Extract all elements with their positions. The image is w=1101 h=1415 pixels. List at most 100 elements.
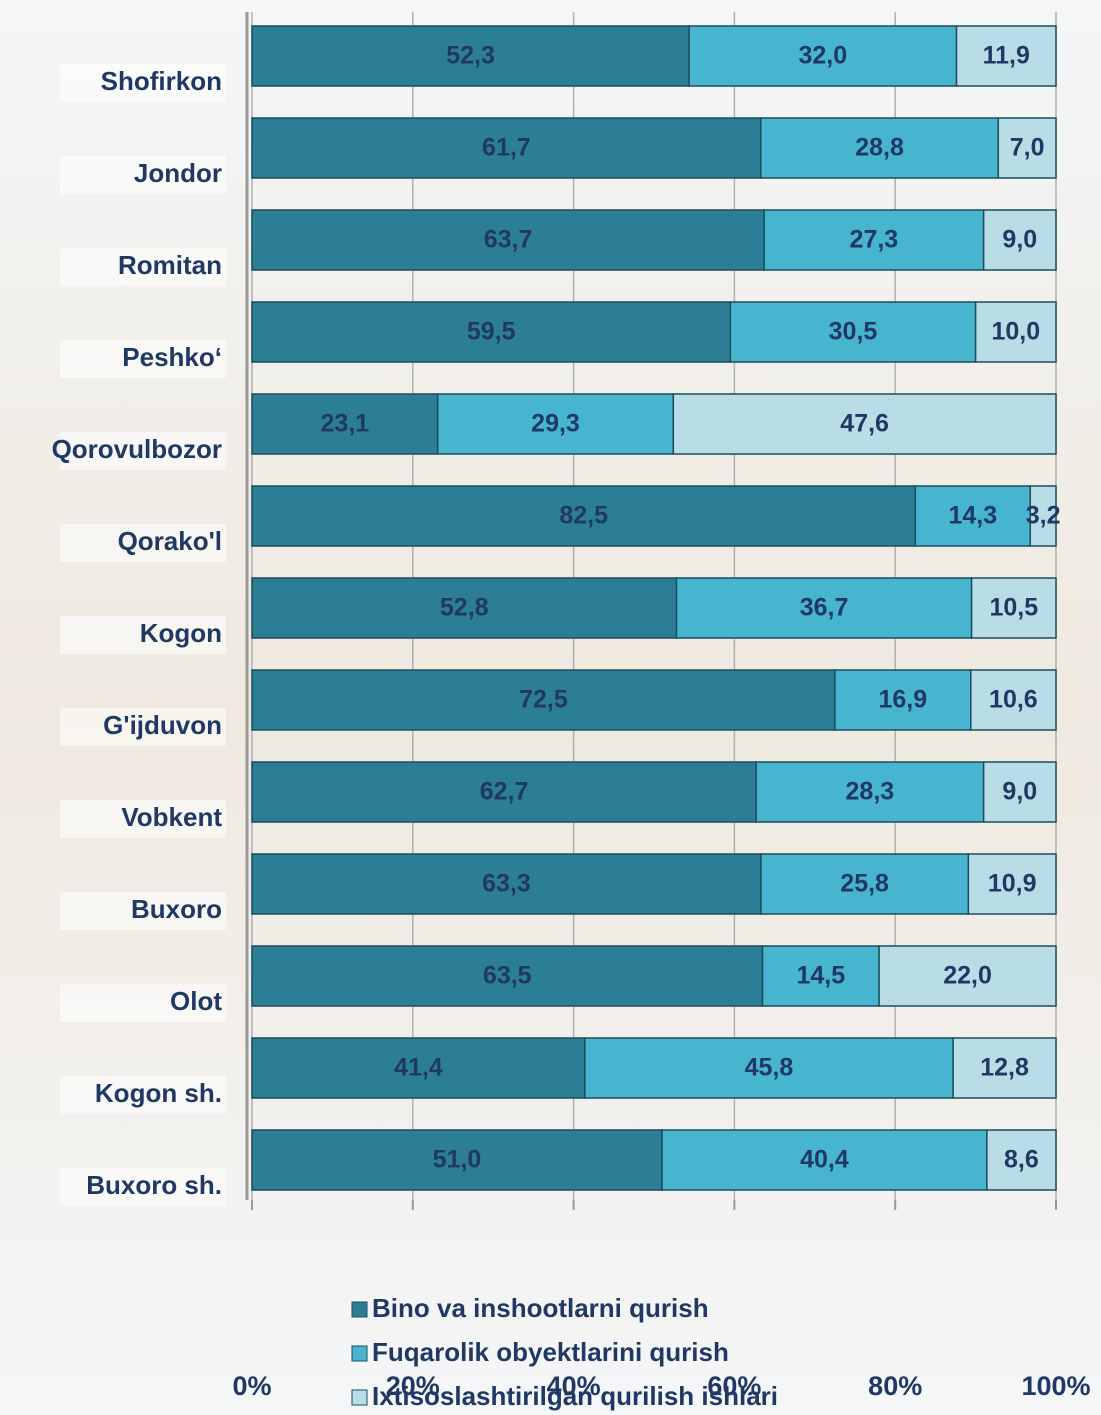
bar-segment bbox=[952, 1037, 1057, 1099]
category-label: Jondor bbox=[134, 158, 222, 188]
bar-segment bbox=[755, 761, 985, 823]
category-label-box bbox=[60, 984, 226, 1022]
legend-marker bbox=[351, 1389, 368, 1406]
value-label: 45,8 bbox=[745, 1054, 794, 1082]
value-label: 8,6 bbox=[1004, 1146, 1039, 1174]
value-label: 11,9 bbox=[983, 42, 1030, 70]
value-label: 25,8 bbox=[840, 870, 889, 898]
bar-segment bbox=[251, 25, 690, 87]
bar-segment bbox=[997, 117, 1057, 179]
category-label-box bbox=[60, 64, 226, 102]
bar-segment bbox=[251, 945, 764, 1007]
category-label: Buxoro sh. bbox=[86, 1170, 222, 1200]
value-label: 36,7 bbox=[800, 594, 849, 622]
bar-segment bbox=[760, 117, 1000, 179]
bar-segment bbox=[251, 209, 765, 271]
value-label: 52,8 bbox=[440, 594, 489, 622]
value-label: 22,0 bbox=[943, 962, 992, 990]
value-label: 40,4 bbox=[800, 1146, 849, 1174]
category-label: Vobkent bbox=[121, 802, 222, 832]
bar-segment bbox=[967, 853, 1057, 915]
bar-segment bbox=[584, 1037, 954, 1099]
value-label: 23,1 bbox=[321, 410, 370, 438]
value-label: 28,8 bbox=[855, 134, 904, 162]
value-label: 32,0 bbox=[798, 42, 847, 70]
bar-segment bbox=[688, 25, 958, 87]
x-tick-label: 80% bbox=[868, 1371, 922, 1401]
x-tick-label: 60% bbox=[707, 1371, 761, 1401]
value-label: 63,5 bbox=[483, 962, 532, 990]
bar-segment bbox=[251, 577, 678, 639]
category-label-box bbox=[60, 892, 226, 930]
value-label: 3,2 bbox=[1026, 502, 1061, 530]
bar-segment bbox=[763, 209, 985, 271]
category-label: Olot bbox=[170, 986, 222, 1016]
category-label-box bbox=[60, 340, 226, 378]
value-label: 59,5 bbox=[467, 318, 516, 346]
legend-label: Fuqarolik obyektlarini qurish bbox=[372, 1337, 729, 1367]
value-label: 9,0 bbox=[1002, 226, 1037, 254]
category-label: Kogon sh. bbox=[95, 1078, 222, 1108]
value-label: 12,8 bbox=[980, 1054, 1029, 1082]
value-label: 47,6 bbox=[840, 410, 889, 438]
x-tick-label: 100% bbox=[1021, 1371, 1090, 1401]
category-label-box bbox=[60, 524, 226, 562]
bar-segment bbox=[251, 761, 757, 823]
value-label: 10,9 bbox=[988, 870, 1037, 898]
category-label-box bbox=[60, 248, 226, 286]
category-label: Buxoro bbox=[131, 894, 222, 924]
value-label: 63,3 bbox=[482, 870, 531, 898]
category-label-box bbox=[60, 708, 226, 746]
category-label: Kogon bbox=[140, 618, 222, 648]
value-label: 63,7 bbox=[484, 226, 533, 254]
value-label: 41,4 bbox=[394, 1054, 443, 1082]
category-label: G'ijduvon bbox=[103, 710, 222, 740]
bar-segment bbox=[970, 669, 1057, 731]
value-label: 10,5 bbox=[989, 594, 1038, 622]
bar-segment bbox=[914, 485, 1032, 547]
bar-segment bbox=[982, 209, 1057, 271]
category-label: Qorovulbozor bbox=[52, 434, 222, 464]
legend-marker bbox=[351, 1301, 368, 1318]
bar-segment bbox=[878, 945, 1057, 1007]
x-tick-label: 40% bbox=[547, 1371, 601, 1401]
category-label-box bbox=[60, 156, 226, 194]
bar-segment bbox=[251, 301, 732, 363]
bar-segment bbox=[1029, 485, 1057, 547]
value-label: 52,3 bbox=[446, 42, 495, 70]
bar-segment bbox=[729, 301, 977, 363]
category-label-box bbox=[60, 800, 226, 838]
value-label: 28,3 bbox=[846, 778, 895, 806]
bar-segment bbox=[982, 761, 1057, 823]
bar-segment bbox=[974, 301, 1057, 363]
value-label: 14,5 bbox=[796, 962, 845, 990]
bar-segment bbox=[251, 1037, 586, 1099]
bar-segment bbox=[986, 1129, 1057, 1191]
bar-segment bbox=[675, 577, 973, 639]
legend-label: Ixtisoslashtirilgan qurilish ishlari bbox=[372, 1381, 778, 1411]
x-tick-label: 20% bbox=[386, 1371, 440, 1401]
legend-marker bbox=[351, 1345, 368, 1362]
value-label: 16,9 bbox=[879, 686, 928, 714]
value-label: 27,3 bbox=[850, 226, 899, 254]
value-label: 10,6 bbox=[989, 686, 1038, 714]
value-label: 72,5 bbox=[519, 686, 568, 714]
bar-segment bbox=[672, 393, 1057, 455]
category-label: Shofirkon bbox=[101, 66, 222, 96]
category-label-box bbox=[60, 1168, 226, 1206]
x-tick-label: 0% bbox=[232, 1371, 271, 1401]
category-label: Peshko‘ bbox=[122, 342, 222, 372]
legend-label: Bino va inshootlarni qurish bbox=[372, 1293, 709, 1323]
value-label: 7,0 bbox=[1010, 134, 1045, 162]
value-label: 51,0 bbox=[433, 1146, 482, 1174]
bar-segment bbox=[970, 577, 1057, 639]
value-label: 62,7 bbox=[480, 778, 529, 806]
value-label: 10,0 bbox=[991, 318, 1040, 346]
value-label: 61,7 bbox=[482, 134, 531, 162]
category-label: Romitan bbox=[118, 250, 222, 280]
value-label: 82,5 bbox=[559, 502, 608, 530]
category-label-box bbox=[60, 432, 226, 470]
value-label: 30,5 bbox=[829, 318, 878, 346]
bar-segment bbox=[251, 485, 917, 547]
